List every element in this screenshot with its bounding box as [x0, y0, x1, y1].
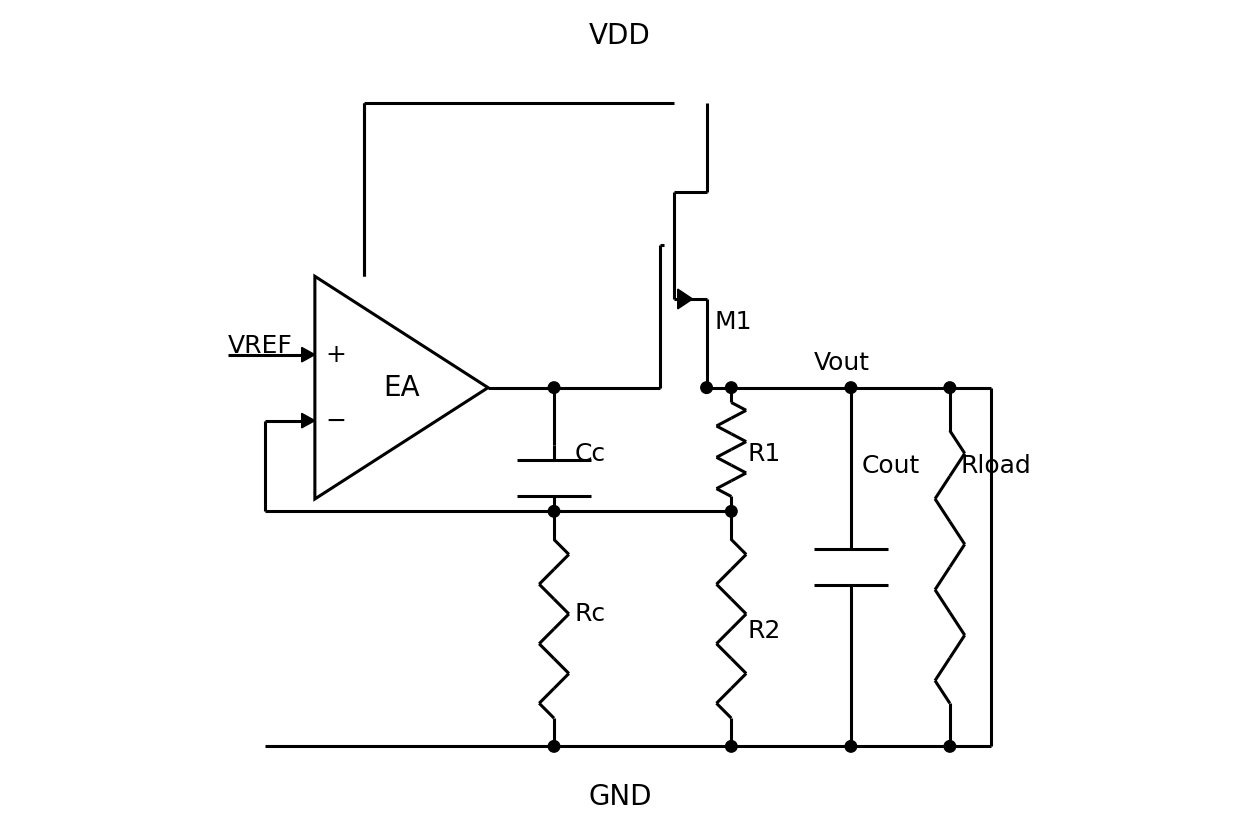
Text: GND: GND: [588, 784, 652, 811]
Circle shape: [548, 506, 559, 517]
Text: Vout: Vout: [813, 351, 869, 375]
Polygon shape: [678, 289, 693, 309]
Text: +: +: [325, 342, 346, 367]
Circle shape: [725, 741, 737, 752]
Text: Cc: Cc: [574, 441, 606, 466]
Text: Cout: Cout: [862, 454, 920, 478]
Circle shape: [944, 382, 956, 393]
Circle shape: [846, 382, 857, 393]
Polygon shape: [301, 347, 315, 362]
Text: Rc: Rc: [574, 602, 606, 626]
Circle shape: [725, 382, 737, 393]
Text: EA: EA: [383, 374, 420, 402]
Text: VDD: VDD: [589, 22, 651, 49]
Text: VREF: VREF: [228, 334, 293, 358]
Polygon shape: [301, 413, 315, 428]
Text: M1: M1: [714, 310, 753, 334]
Text: R1: R1: [748, 441, 781, 466]
Text: −: −: [325, 409, 346, 432]
Circle shape: [701, 382, 712, 393]
Text: R2: R2: [748, 619, 781, 643]
Text: Rload: Rload: [961, 454, 1032, 478]
Circle shape: [944, 741, 956, 752]
Circle shape: [846, 741, 857, 752]
Circle shape: [725, 506, 737, 517]
Circle shape: [548, 741, 559, 752]
Circle shape: [548, 382, 559, 393]
